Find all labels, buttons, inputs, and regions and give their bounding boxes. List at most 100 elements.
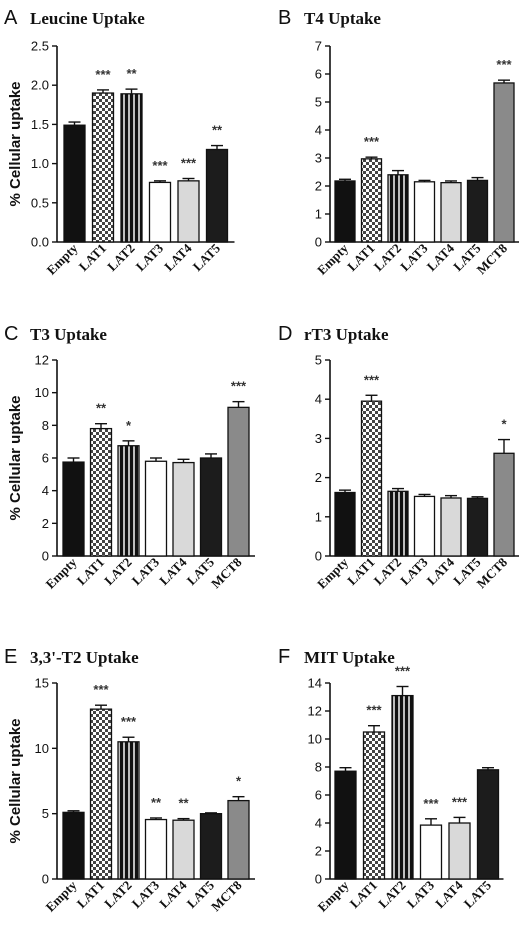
x-tick-label: LAT3 — [129, 877, 163, 911]
significance-label: ** — [126, 66, 137, 81]
y-tick-label: 2.5 — [31, 39, 49, 54]
y-tick-label: 8 — [42, 418, 49, 433]
y-tick-label: 3 — [315, 151, 322, 166]
significance-label: *** — [423, 796, 439, 811]
y-tick-label: 0 — [42, 872, 49, 887]
significance-label: *** — [93, 682, 109, 697]
y-tick-label: 4 — [42, 483, 49, 498]
panel-letter: B — [278, 7, 291, 29]
y-tick-label: 5 — [42, 806, 49, 821]
panel-title: T3 Uptake — [30, 325, 107, 344]
bar — [227, 799, 250, 880]
significance-label: ** — [96, 401, 107, 416]
bar — [120, 93, 143, 243]
bar — [466, 497, 489, 557]
bar — [334, 180, 356, 243]
x-tick-label: LAT4 — [424, 554, 458, 588]
x-tick-label: LAT5 — [461, 877, 495, 911]
significance-label: * — [501, 417, 507, 432]
bar — [387, 174, 409, 243]
bar — [89, 708, 113, 880]
significance-label: *** — [152, 158, 168, 173]
bar — [440, 181, 462, 243]
x-tick-label: LAT3 — [397, 240, 431, 274]
panel-letter: A — [4, 7, 18, 29]
y-tick-label: 1 — [315, 207, 322, 222]
bar — [172, 819, 195, 880]
bar — [62, 811, 85, 880]
bar — [391, 694, 414, 880]
bar — [413, 181, 436, 243]
bar — [117, 445, 140, 557]
significance-label: *** — [496, 57, 512, 72]
significance-label: *** — [452, 794, 468, 809]
bar — [177, 180, 200, 243]
x-tick-label: LAT4 — [424, 240, 458, 274]
significance-label: *** — [231, 379, 247, 394]
y-tick-label: 4 — [315, 816, 322, 831]
x-tick-label: LAT1 — [76, 241, 109, 274]
significance-label: ** — [212, 123, 223, 138]
bar — [419, 824, 443, 880]
bar — [360, 158, 383, 243]
bar — [476, 769, 500, 880]
bar — [148, 181, 172, 243]
x-tick-label: LAT2 — [371, 555, 404, 588]
y-tick-label: 1 — [315, 509, 322, 524]
bar — [227, 406, 250, 557]
bar — [199, 457, 223, 557]
x-tick-label: LAT3 — [397, 554, 431, 588]
panel-title: 3,3'-T2 Uptake — [30, 648, 139, 667]
x-tick-label: LAT1 — [347, 878, 380, 911]
significance-label: *** — [121, 714, 137, 729]
bar — [387, 490, 409, 557]
x-tick-label: LAT2 — [104, 241, 137, 274]
panel-a: A Leucine Uptake % Cellular uptake 0.0 0.5 1.… — [4, 7, 235, 278]
x-tick-label: LAT4 — [432, 877, 466, 911]
significance-label: *** — [395, 664, 411, 679]
y-tick-label: 12 — [308, 704, 322, 719]
bar — [334, 491, 356, 557]
y-tick-label: 0.5 — [31, 195, 49, 210]
bar — [89, 427, 113, 557]
panel-letter: E — [4, 646, 17, 668]
y-tick-label: 2 — [42, 516, 49, 531]
x-tick-label: LAT1 — [344, 241, 377, 274]
significance-label: *** — [366, 703, 382, 718]
x-tick-label: LAT2 — [371, 241, 404, 274]
x-tick-label: LAT1 — [344, 555, 377, 588]
y-tick-label: 10 — [35, 385, 49, 400]
bar — [466, 179, 489, 243]
panel-title: Leucine Uptake — [30, 9, 145, 28]
y-tick-label: 6 — [315, 67, 322, 82]
panel-e: E 3,3'-T2 Uptake% Cellular uptake051015Em… — [4, 646, 255, 915]
x-tick-label: MCT8 — [473, 554, 510, 591]
significance-label: *** — [181, 155, 197, 170]
bar — [91, 92, 115, 243]
y-tick-label: 2.0 — [31, 78, 49, 93]
y-tick-label: 15 — [35, 676, 49, 691]
y-axis-label: % Cellular uptake — [7, 395, 24, 520]
bar — [493, 82, 515, 243]
y-tick-label: 0 — [315, 549, 322, 564]
x-tick-label: LAT1 — [74, 878, 107, 911]
bar — [448, 822, 471, 880]
y-tick-label: 6 — [315, 788, 322, 803]
y-tick-label: 14 — [308, 676, 322, 691]
x-tick-label: MCT8 — [208, 554, 245, 591]
significance-label: *** — [95, 67, 111, 82]
x-tick-label: LAT3 — [129, 554, 163, 588]
y-axis-label: % Cellular uptake — [7, 718, 24, 843]
y-tick-label: 3 — [315, 431, 322, 446]
bar — [493, 452, 515, 557]
y-tick-label: 0 — [315, 235, 322, 250]
bar — [117, 741, 140, 880]
panel-f: F MIT Uptake02468101214Empty***LAT1***LAT… — [278, 646, 504, 915]
y-tick-label: 2 — [315, 844, 322, 859]
x-tick-label: LAT4 — [156, 877, 190, 911]
panel-title: rT3 Uptake — [304, 325, 389, 344]
y-tick-label: 1.5 — [31, 117, 49, 132]
bar — [199, 813, 223, 880]
bar — [144, 460, 168, 557]
